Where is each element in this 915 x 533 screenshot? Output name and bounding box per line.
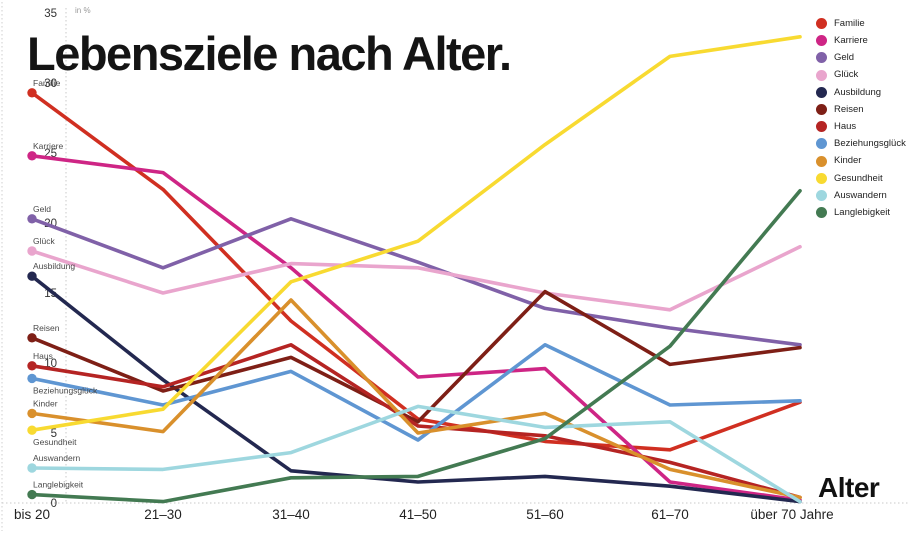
legend-label-gesundheit: Gesundheit (834, 172, 883, 184)
series-start-label-auswandern: Auswandern (33, 453, 81, 463)
series-start-dot-auswandern (27, 463, 37, 473)
legend-label-haus: Haus (834, 120, 857, 132)
legend-item-reisen: Reisen (816, 101, 914, 118)
legend-label-kinder: Kinder (834, 155, 862, 167)
legend-dot-beziehungsgluck (816, 138, 827, 150)
series-line-beziehungsgluck (30, 342, 802, 442)
series-start-label-gluck: Glück (33, 236, 55, 246)
series-start-dot-gluck (27, 246, 37, 256)
series-start-dot-gesundheit (27, 425, 37, 435)
series-start-label-familie: Familie (33, 78, 61, 88)
legend-item-beziehungsgluck: Beziehungsglück (816, 135, 914, 152)
series-start-label-ausbildung: Ausbildung (33, 261, 75, 271)
legend-dot-auswandern (816, 189, 827, 201)
legend-label-gluck: Glück (834, 69, 859, 81)
series-start-dot-familie (27, 88, 37, 98)
series-line-geld (30, 217, 802, 347)
series-start-dot-kinder (27, 408, 37, 419)
x-axis-title: Alter (818, 472, 880, 503)
x-tick-label-bis-20: bis 20 (14, 507, 50, 522)
x-tick-label-41-50: 41–50 (399, 507, 437, 522)
legend-item-familie: Familie (816, 15, 914, 32)
y-axis-unit-label: in % (75, 6, 91, 15)
legend-dot-haus (816, 121, 827, 133)
legend-label-reisen: Reisen (834, 103, 864, 115)
series-start-dot-geld (27, 214, 37, 224)
x-tick-label-21-30: 21–30 (144, 507, 182, 522)
legend-label-ausbildung: Ausbildung (834, 86, 882, 98)
legend-dot-gesundheit (816, 172, 827, 184)
legend-dot-familie (816, 18, 827, 30)
series-start-dot-langlebigkeit (27, 489, 37, 500)
series-start-label-geld: Geld (33, 204, 51, 214)
legend-dot-geld (816, 52, 827, 64)
legend-item-auswandern: Auswandern (816, 187, 914, 204)
legend-item-gluck: Glück (816, 67, 914, 84)
y-tick-label: 15 (44, 288, 57, 300)
series-start-dot-reisen (27, 333, 37, 343)
legend-dot-karriere (816, 35, 827, 47)
legend-label-karriere: Karriere (834, 35, 868, 47)
legend-dot-ausbildung (816, 86, 827, 98)
series-start-dot-beziehungsgluck (27, 373, 37, 384)
legend-label-geld: Geld (834, 52, 855, 64)
series-line-familie (30, 91, 802, 452)
series-start-label-kinder: Kinder (33, 398, 58, 408)
legend-label-langlebigkeit: Langlebigkeit (834, 206, 890, 218)
series-start-label-reisen: Reisen (33, 323, 60, 333)
y-tick-label: 35 (44, 8, 57, 20)
x-tick-label-uber-70-jahre: über 70 Jahre (750, 507, 833, 522)
chart-title: Lebensziele nach Alter. (27, 27, 512, 80)
legend-dot-kinder (816, 155, 827, 167)
series-line-ausbildung (30, 274, 802, 504)
legend-item-karriere: Karriere (816, 32, 914, 49)
series-start-dot-ausbildung (27, 271, 37, 281)
series-start-dot-karriere (27, 151, 37, 161)
legend-label-auswandern: Auswandern (834, 189, 887, 201)
legend-item-geld: Geld (816, 49, 914, 66)
x-tick-label-61-70: 61–70 (651, 507, 689, 522)
legend-dot-langlebigkeit (816, 207, 827, 219)
series-line-gesundheit (30, 34, 802, 433)
series-line-gluck (30, 245, 802, 312)
legend-item-langlebigkeit: Langlebigkeit (816, 204, 914, 221)
legend-dot-reisen (816, 104, 827, 116)
y-tick-label: 5 (51, 428, 57, 440)
series-start-dot-haus (27, 361, 37, 371)
series-start-label-haus: Haus (33, 351, 53, 361)
y-tick-label: 0 (51, 498, 57, 510)
series-start-label-langlebigkeit: Langlebigkeit (33, 480, 84, 490)
x-tick-label-31-40: 31–40 (272, 507, 310, 522)
legend-item-haus: Haus (816, 118, 914, 135)
series-start-label-karriere: Karriere (33, 141, 64, 151)
series-line-haus (30, 342, 802, 500)
series-start-label-gesundheit: Gesundheit (33, 437, 77, 447)
legend-label-beziehungsgluck: Beziehungsglück (834, 138, 906, 150)
series-line-kinder (30, 298, 802, 500)
legend: Familie Karriere Geld Glück Ausbildung Reisen… (816, 15, 914, 221)
series-line-reisen (30, 289, 802, 424)
legend-item-gesundheit: Gesundheit (816, 170, 914, 187)
legend-label-familie: Familie (834, 17, 865, 29)
x-tick-label-51-60: 51–60 (526, 507, 564, 522)
legend-item-ausbildung: Ausbildung (816, 84, 914, 101)
series-line-auswandern (30, 404, 802, 504)
series-line-karriere (30, 154, 802, 503)
legend-dot-gluck (816, 69, 827, 81)
series-start-label-beziehungsgluck: Beziehungsglück (33, 385, 98, 395)
series-line-langlebigkeit (30, 189, 802, 504)
legend-item-kinder: Kinder (816, 153, 914, 170)
y-tick-label: 30 (44, 78, 57, 90)
